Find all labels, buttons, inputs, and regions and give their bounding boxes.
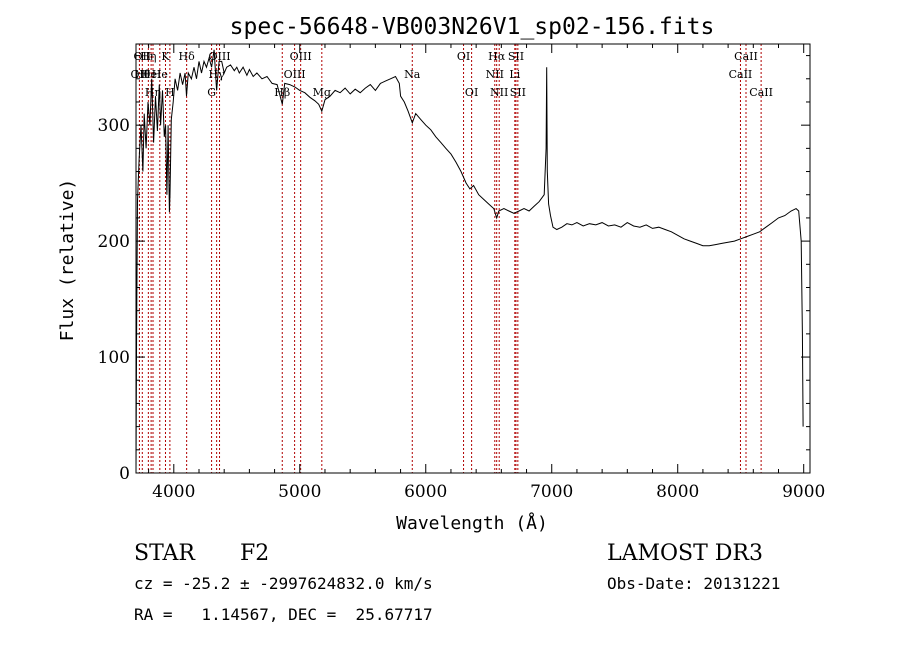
star-class: STAR (134, 541, 196, 566)
line-label: He (152, 68, 168, 81)
line-label: CaII (729, 68, 753, 81)
plot-frame (135, 43, 811, 474)
cz-readout: cz = -25.2 ± -2997624832.0 km/s (134, 574, 433, 593)
line-label: CaII (734, 50, 758, 63)
line-label: SII (510, 86, 526, 99)
obs-date: Obs-Date: 20131221 (607, 574, 780, 593)
x-tick-label: 4000 (152, 482, 195, 502)
line-label: H (165, 86, 175, 99)
line-label: NII (486, 68, 504, 81)
line-label: Hη (140, 50, 156, 63)
y-tick-label: 100 (98, 348, 130, 368)
line-label: Hα (488, 50, 506, 63)
line-label: Hθ (134, 68, 151, 81)
line-label: Mg (313, 86, 331, 99)
line-label: Li (509, 68, 520, 81)
line-label: SII (508, 50, 524, 63)
y-axis-ticks: 0 100 200 300 (98, 55, 810, 484)
spectrum-line (135, 49, 804, 474)
line-label: Hγ (209, 68, 226, 81)
x-axis-label: Wavelength (Å) (396, 512, 548, 534)
survey-label: LAMOST DR3 (607, 541, 763, 566)
line-labels: OIIOIIHθHηHeIHηHeKHHδGHγOIIIHβOIIIOIIIMg… (131, 50, 773, 99)
line-label: OIII (290, 50, 312, 63)
line-label: K (161, 50, 170, 63)
x-tick-label: 9000 (782, 482, 825, 502)
line-label: HeI (141, 68, 161, 81)
line-label: OI (457, 50, 470, 63)
y-tick-label: 300 (98, 116, 130, 136)
line-label: NII (490, 86, 508, 99)
line-label: OII (131, 68, 149, 81)
star-subclass: F2 (240, 541, 269, 566)
line-label: OIII (284, 68, 306, 81)
line-label: OII (133, 50, 151, 63)
line-label: Na (404, 68, 421, 81)
line-label: Hη (145, 86, 161, 99)
x-tick-label: 7000 (530, 482, 573, 502)
line-label: CaII (749, 86, 773, 99)
x-tick-label: 8000 (656, 482, 699, 502)
y-tick-label: 0 (119, 464, 130, 484)
x-axis-ticks: 4000 5000 6000 7000 8000 9000 (148, 44, 825, 502)
line-label: Hδ (179, 50, 196, 63)
y-tick-label: 200 (98, 232, 130, 252)
line-label: Hβ (274, 86, 290, 99)
x-tick-label: 6000 (404, 482, 447, 502)
chart-title: spec-56648-VB003N26V1_sp02-156.fits (230, 14, 715, 40)
line-label: G (207, 86, 216, 99)
ra-dec-readout: RA = 1.14567, DEC = 25.67717 (134, 605, 433, 624)
x-tick-label: 5000 (278, 482, 321, 502)
line-label: OI (465, 86, 478, 99)
y-axis-label: Flux (relative) (57, 179, 78, 342)
line-markers (138, 44, 762, 473)
